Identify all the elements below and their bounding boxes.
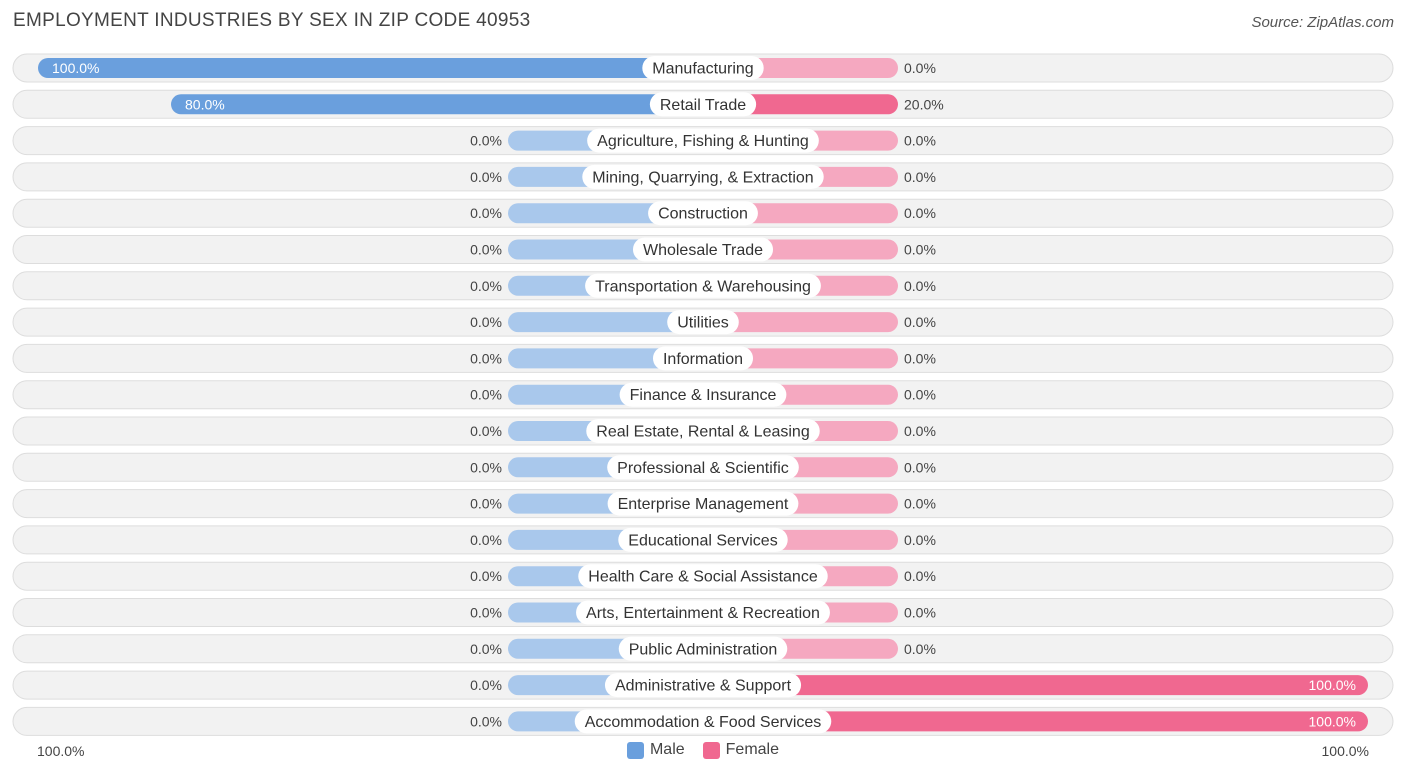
axis-left-label: 100.0% [37,743,85,759]
category-label: Finance & Insurance [630,387,777,404]
category-label-box [648,201,758,226]
male-value-label: 0.0% [470,641,502,657]
female-swatch [702,741,720,759]
category-label: Health Care & Social Assistance [588,569,818,586]
category-label: Manufacturing [652,61,753,78]
category-label-box [604,673,802,698]
category-label: Administrative & Support [615,678,792,695]
female-value-label: 0.0% [904,641,936,657]
male-value-label: 0.0% [470,423,502,439]
category-label-box [578,564,828,589]
category-label-box [587,128,819,153]
female-value-label: 100.0% [1309,713,1356,729]
female-bar [703,675,1368,696]
category-label: Agriculture, Fishing & Hunting [597,133,809,150]
female-value-label: 0.0% [904,532,936,548]
male-value-label: 0.0% [470,677,502,693]
category-label-box [652,346,754,371]
category-label: Real Estate, Rental & Leasing [596,424,809,441]
female-value-label: 20.0% [904,96,944,112]
legend: Male Female [0,741,1406,759]
female-value-label: 0.0% [904,133,936,149]
female-value-label: 0.0% [904,350,936,366]
female-value-label: 0.0% [904,496,936,512]
category-label-box [585,273,821,298]
legend-male-label: Male [649,741,685,758]
male-value-label: 0.0% [470,242,502,258]
category-label: Wholesale Trade [643,242,763,259]
chart-area: Manufacturing 100.0% 0.0% Retail Trade 80.0%… [12,53,1394,736]
male-value-label: 0.0% [470,350,502,366]
category-label: Educational Services [628,532,777,549]
category-label-box [619,382,787,407]
male-value-label: 0.0% [470,496,502,512]
male-value-label: 0.0% [470,314,502,330]
legend-item-female: Female [702,741,780,759]
category-label: Accommodation & Food Services [585,714,822,731]
female-value-label: 0.0% [904,242,936,258]
female-value-label: 0.0% [904,568,936,584]
female-value-label: 0.0% [904,278,936,294]
category-label: Retail Trade [660,97,746,114]
category-label: Public Administration [629,641,778,658]
category-label-box [576,600,830,625]
category-label-box [574,709,832,734]
female-value-label: 100.0% [1309,677,1356,693]
category-label: Professional & Scientific [617,460,789,477]
category-label: Construction [658,206,748,223]
male-bar [171,94,703,115]
male-swatch [626,741,644,759]
female-value-label: 0.0% [904,314,936,330]
male-value-label: 80.0% [185,96,225,112]
female-value-label: 0.0% [904,605,936,621]
category-label: Information [663,351,743,368]
legend-female-label: Female [725,741,780,758]
category-label-box [642,56,764,80]
legend-item-male: Male [626,741,685,759]
category-label-box [667,310,739,335]
category-label-box [582,164,824,189]
category-label-box [632,237,774,262]
category-label-box [607,455,799,480]
male-bar [38,58,703,78]
category-label: Arts, Entertainment & Recreation [586,605,820,622]
male-value-label: 0.0% [470,532,502,548]
male-value-label: 0.0% [470,169,502,185]
chart-title: EMPLOYMENT INDUSTRIES BY SEX IN ZIP CODE… [13,10,531,31]
female-value-label: 0.0% [904,423,936,439]
male-value-label: 0.0% [470,205,502,221]
female-bar [703,711,1368,732]
category-label: Enterprise Management [618,496,789,513]
male-value-label: 0.0% [470,605,502,621]
axis-right-label: 100.0% [1321,743,1369,759]
male-value-label: 0.0% [470,568,502,584]
category-label-box [618,636,788,661]
female-value-label: 0.0% [904,387,936,403]
male-bar [508,312,703,333]
male-value-label: 0.0% [470,713,502,729]
source-label: Source: ZipAtlas.com [1251,14,1394,31]
category-label-box [618,527,788,552]
male-value-label: 0.0% [470,278,502,294]
female-value-label: 0.0% [904,459,936,475]
male-value-label: 100.0% [52,60,99,76]
male-value-label: 0.0% [470,133,502,149]
female-value-label: 0.0% [904,60,936,76]
category-label: Utilities [677,315,729,332]
category-label: Transportation & Warehousing [595,278,811,295]
male-value-label: 0.0% [470,387,502,403]
male-value-label: 0.0% [470,459,502,475]
category-label-box [649,92,757,117]
female-bar [703,312,898,333]
category-label: Mining, Quarrying, & Extraction [592,169,813,186]
category-label-box [586,419,820,443]
category-label-box [607,491,799,516]
female-value-label: 0.0% [904,205,936,221]
female-value-label: 0.0% [904,169,936,185]
